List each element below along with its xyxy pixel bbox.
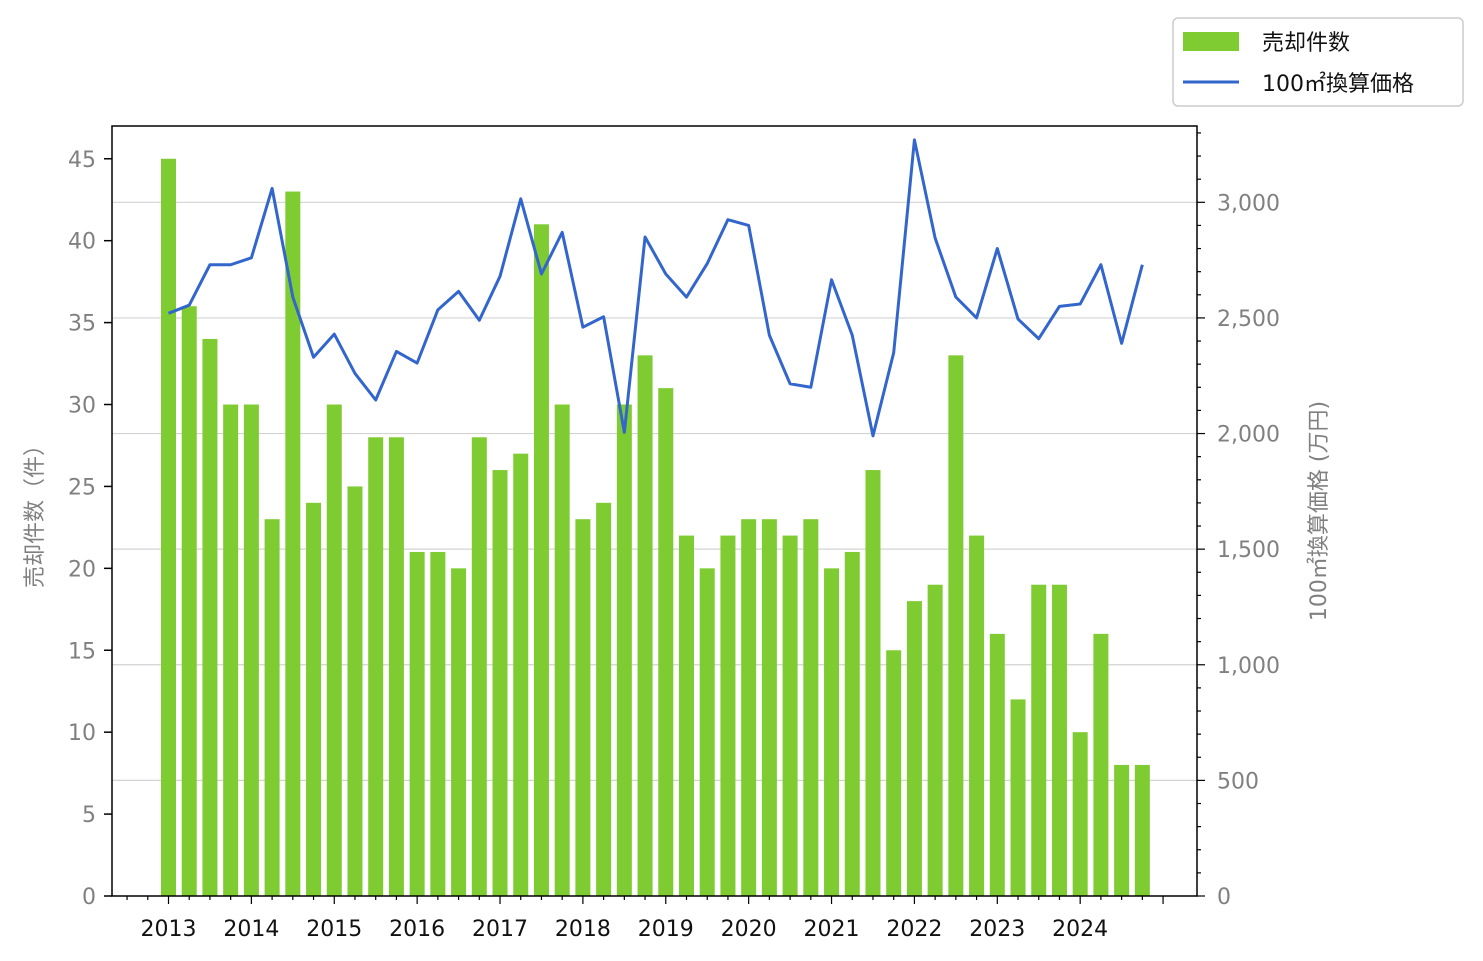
x-tick-label: 2021 bbox=[804, 917, 860, 942]
x-tick-label: 2016 bbox=[389, 917, 445, 942]
right-tick-label: 2,000 bbox=[1217, 423, 1280, 448]
bar bbox=[1093, 633, 1109, 896]
bar bbox=[306, 502, 322, 896]
x-axis: 2013 2014 2015 2016 2017 2018 2019 2020 2021 2022… bbox=[126, 896, 1164, 942]
bar bbox=[471, 437, 487, 896]
bar bbox=[803, 519, 819, 896]
right-tick-label: 1,000 bbox=[1217, 654, 1280, 679]
left-tick-label: 20 bbox=[68, 557, 96, 582]
bar bbox=[223, 404, 239, 896]
bar bbox=[782, 535, 798, 896]
left-tick-label: 25 bbox=[68, 475, 96, 500]
bar bbox=[285, 191, 301, 896]
bar bbox=[596, 502, 612, 896]
left-tick-label: 15 bbox=[68, 639, 96, 664]
bar bbox=[844, 551, 860, 896]
bar bbox=[658, 388, 674, 896]
bar bbox=[865, 470, 881, 896]
bar-series bbox=[161, 158, 1150, 897]
x-tick-label: 2022 bbox=[886, 917, 942, 942]
price-line bbox=[167, 138, 1144, 438]
bar bbox=[679, 535, 694, 896]
bar bbox=[969, 535, 985, 896]
bar bbox=[409, 551, 425, 896]
x-tick-label: 2018 bbox=[555, 917, 611, 942]
bar bbox=[761, 519, 777, 896]
left-axis: 0 5 10 15 20 25 30 35 40 45 bbox=[68, 148, 112, 910]
left-tick-label: 0 bbox=[82, 885, 96, 910]
bar bbox=[927, 584, 943, 896]
bar bbox=[368, 437, 384, 896]
left-axis-title: 売却件数（件） bbox=[23, 434, 48, 588]
bar bbox=[388, 437, 404, 896]
bar bbox=[243, 404, 259, 896]
left-tick-label: 10 bbox=[68, 721, 96, 746]
bar bbox=[451, 568, 467, 896]
bar bbox=[906, 601, 922, 896]
bar bbox=[430, 551, 446, 896]
right-tick-label: 2,500 bbox=[1217, 307, 1280, 332]
bar bbox=[741, 519, 757, 896]
x-tick-label: 2015 bbox=[306, 917, 362, 942]
plot-frame bbox=[111, 125, 1198, 897]
legend-line-label: 100㎡換算価格 bbox=[1262, 71, 1414, 97]
bar bbox=[264, 519, 280, 896]
bar bbox=[575, 519, 591, 896]
legend-frame bbox=[1172, 17, 1464, 107]
bar bbox=[699, 568, 715, 896]
left-tick-label: 30 bbox=[68, 394, 96, 419]
left-tick-label: 45 bbox=[68, 148, 96, 173]
bar bbox=[1114, 764, 1130, 896]
bar bbox=[720, 535, 736, 896]
bar bbox=[554, 404, 570, 896]
right-tick-label: 1,500 bbox=[1217, 538, 1280, 563]
x-tick-label: 2023 bbox=[969, 917, 1025, 942]
bar bbox=[948, 355, 964, 896]
left-tick-label: 35 bbox=[68, 312, 96, 337]
right-axis-title: 100㎡換算価格 (万円) bbox=[1306, 401, 1332, 621]
legend-bar-swatch bbox=[1183, 32, 1239, 51]
bar bbox=[616, 404, 632, 896]
bar bbox=[1031, 584, 1047, 896]
bar bbox=[347, 486, 363, 896]
bar bbox=[181, 306, 197, 896]
bar bbox=[492, 470, 508, 896]
x-tick-label: 2017 bbox=[472, 917, 528, 942]
x-tick-label: 2014 bbox=[223, 917, 279, 942]
bar bbox=[202, 338, 218, 896]
bar bbox=[886, 650, 902, 896]
line-series bbox=[167, 138, 1144, 438]
legend-bar-label: 売却件数 bbox=[1262, 31, 1350, 56]
bar bbox=[824, 568, 840, 896]
x-tick-label: 2020 bbox=[721, 917, 777, 942]
x-tick-label: 2013 bbox=[141, 917, 197, 942]
x-tick-label: 2019 bbox=[638, 917, 694, 942]
left-tick-label: 5 bbox=[82, 803, 96, 828]
bar bbox=[1134, 764, 1150, 896]
bar bbox=[1010, 699, 1026, 896]
legend: 売却件数 100㎡換算価格 bbox=[1172, 17, 1464, 107]
bar bbox=[533, 224, 549, 897]
bar bbox=[637, 355, 653, 896]
bar bbox=[513, 453, 529, 896]
left-tick-label: 40 bbox=[68, 230, 96, 255]
right-tick-label: 500 bbox=[1217, 769, 1259, 794]
bar bbox=[1051, 584, 1067, 896]
bar bbox=[161, 158, 176, 896]
right-tick-label: 3,000 bbox=[1217, 191, 1280, 216]
right-tick-label: 0 bbox=[1217, 885, 1231, 910]
bar bbox=[1072, 732, 1088, 896]
x-tick-label: 2024 bbox=[1052, 917, 1108, 942]
right-axis: 0 500 1,000 1,500 2,000 2,500 3,000 bbox=[1197, 132, 1280, 910]
bar bbox=[989, 633, 1005, 896]
bar bbox=[326, 404, 342, 896]
